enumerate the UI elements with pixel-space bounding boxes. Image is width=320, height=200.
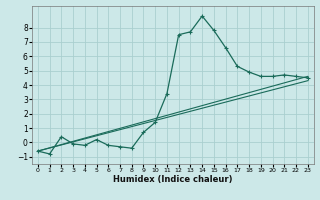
X-axis label: Humidex (Indice chaleur): Humidex (Indice chaleur) xyxy=(113,175,233,184)
